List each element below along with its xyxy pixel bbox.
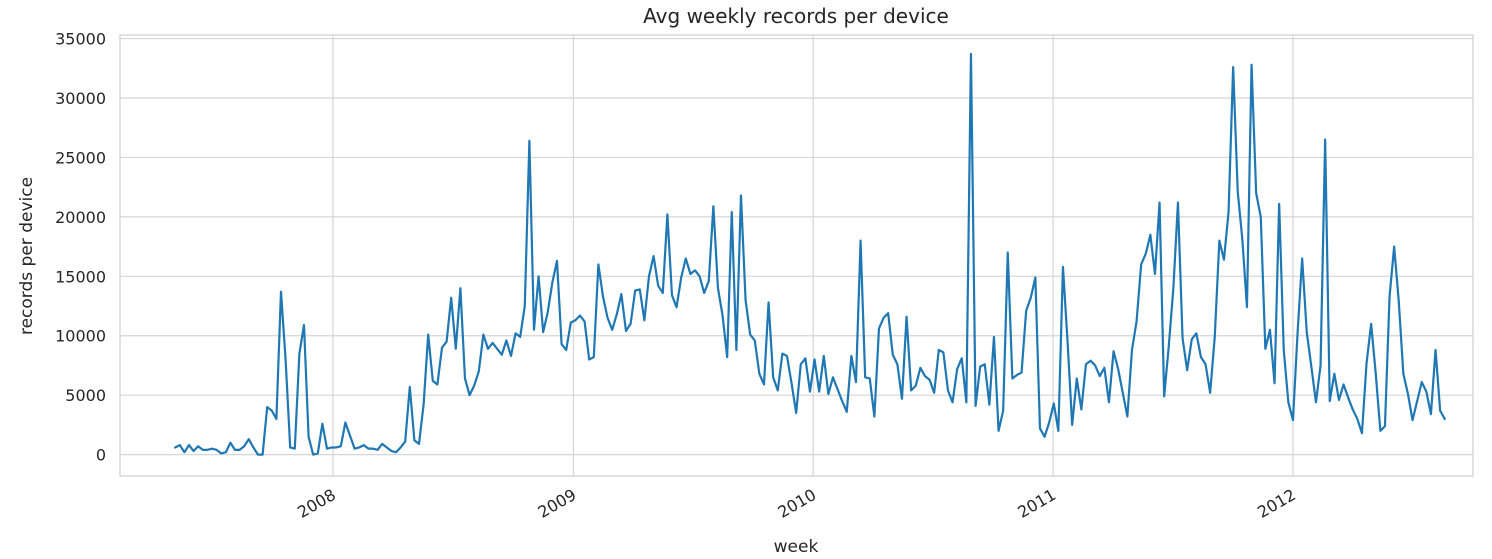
y-axis-label: records per device <box>17 177 37 335</box>
x-tick-label: 2010 <box>774 485 819 522</box>
y-tick-label: 10000 <box>55 327 106 346</box>
plot-frame <box>119 34 1474 477</box>
y-tick-label: 5000 <box>65 386 106 405</box>
grid <box>120 35 1473 476</box>
series-line <box>174 52 1446 456</box>
x-axis-ticks: 2008 2009 2010 2011 2012 <box>294 485 1299 522</box>
x-axis-label: week <box>774 537 819 557</box>
y-tick-label: 15000 <box>55 267 106 286</box>
x-tick-label: 2009 <box>535 485 580 522</box>
y-axis-ticks: 0 5000 10000 15000 20000 25000 30000 35000 <box>55 30 106 465</box>
y-tick-label: 0 <box>96 446 106 465</box>
y-tick-label: 20000 <box>55 208 106 227</box>
series-layer <box>174 52 1446 456</box>
x-tick-label: 2011 <box>1014 485 1059 522</box>
x-tick-label: 2008 <box>294 485 339 522</box>
y-tick-label: 30000 <box>55 89 106 108</box>
chart-title: Avg weekly records per device <box>643 4 949 28</box>
y-tick-label: 35000 <box>55 30 106 49</box>
x-tick-label: 2012 <box>1254 485 1299 522</box>
y-tick-label: 25000 <box>55 148 106 167</box>
